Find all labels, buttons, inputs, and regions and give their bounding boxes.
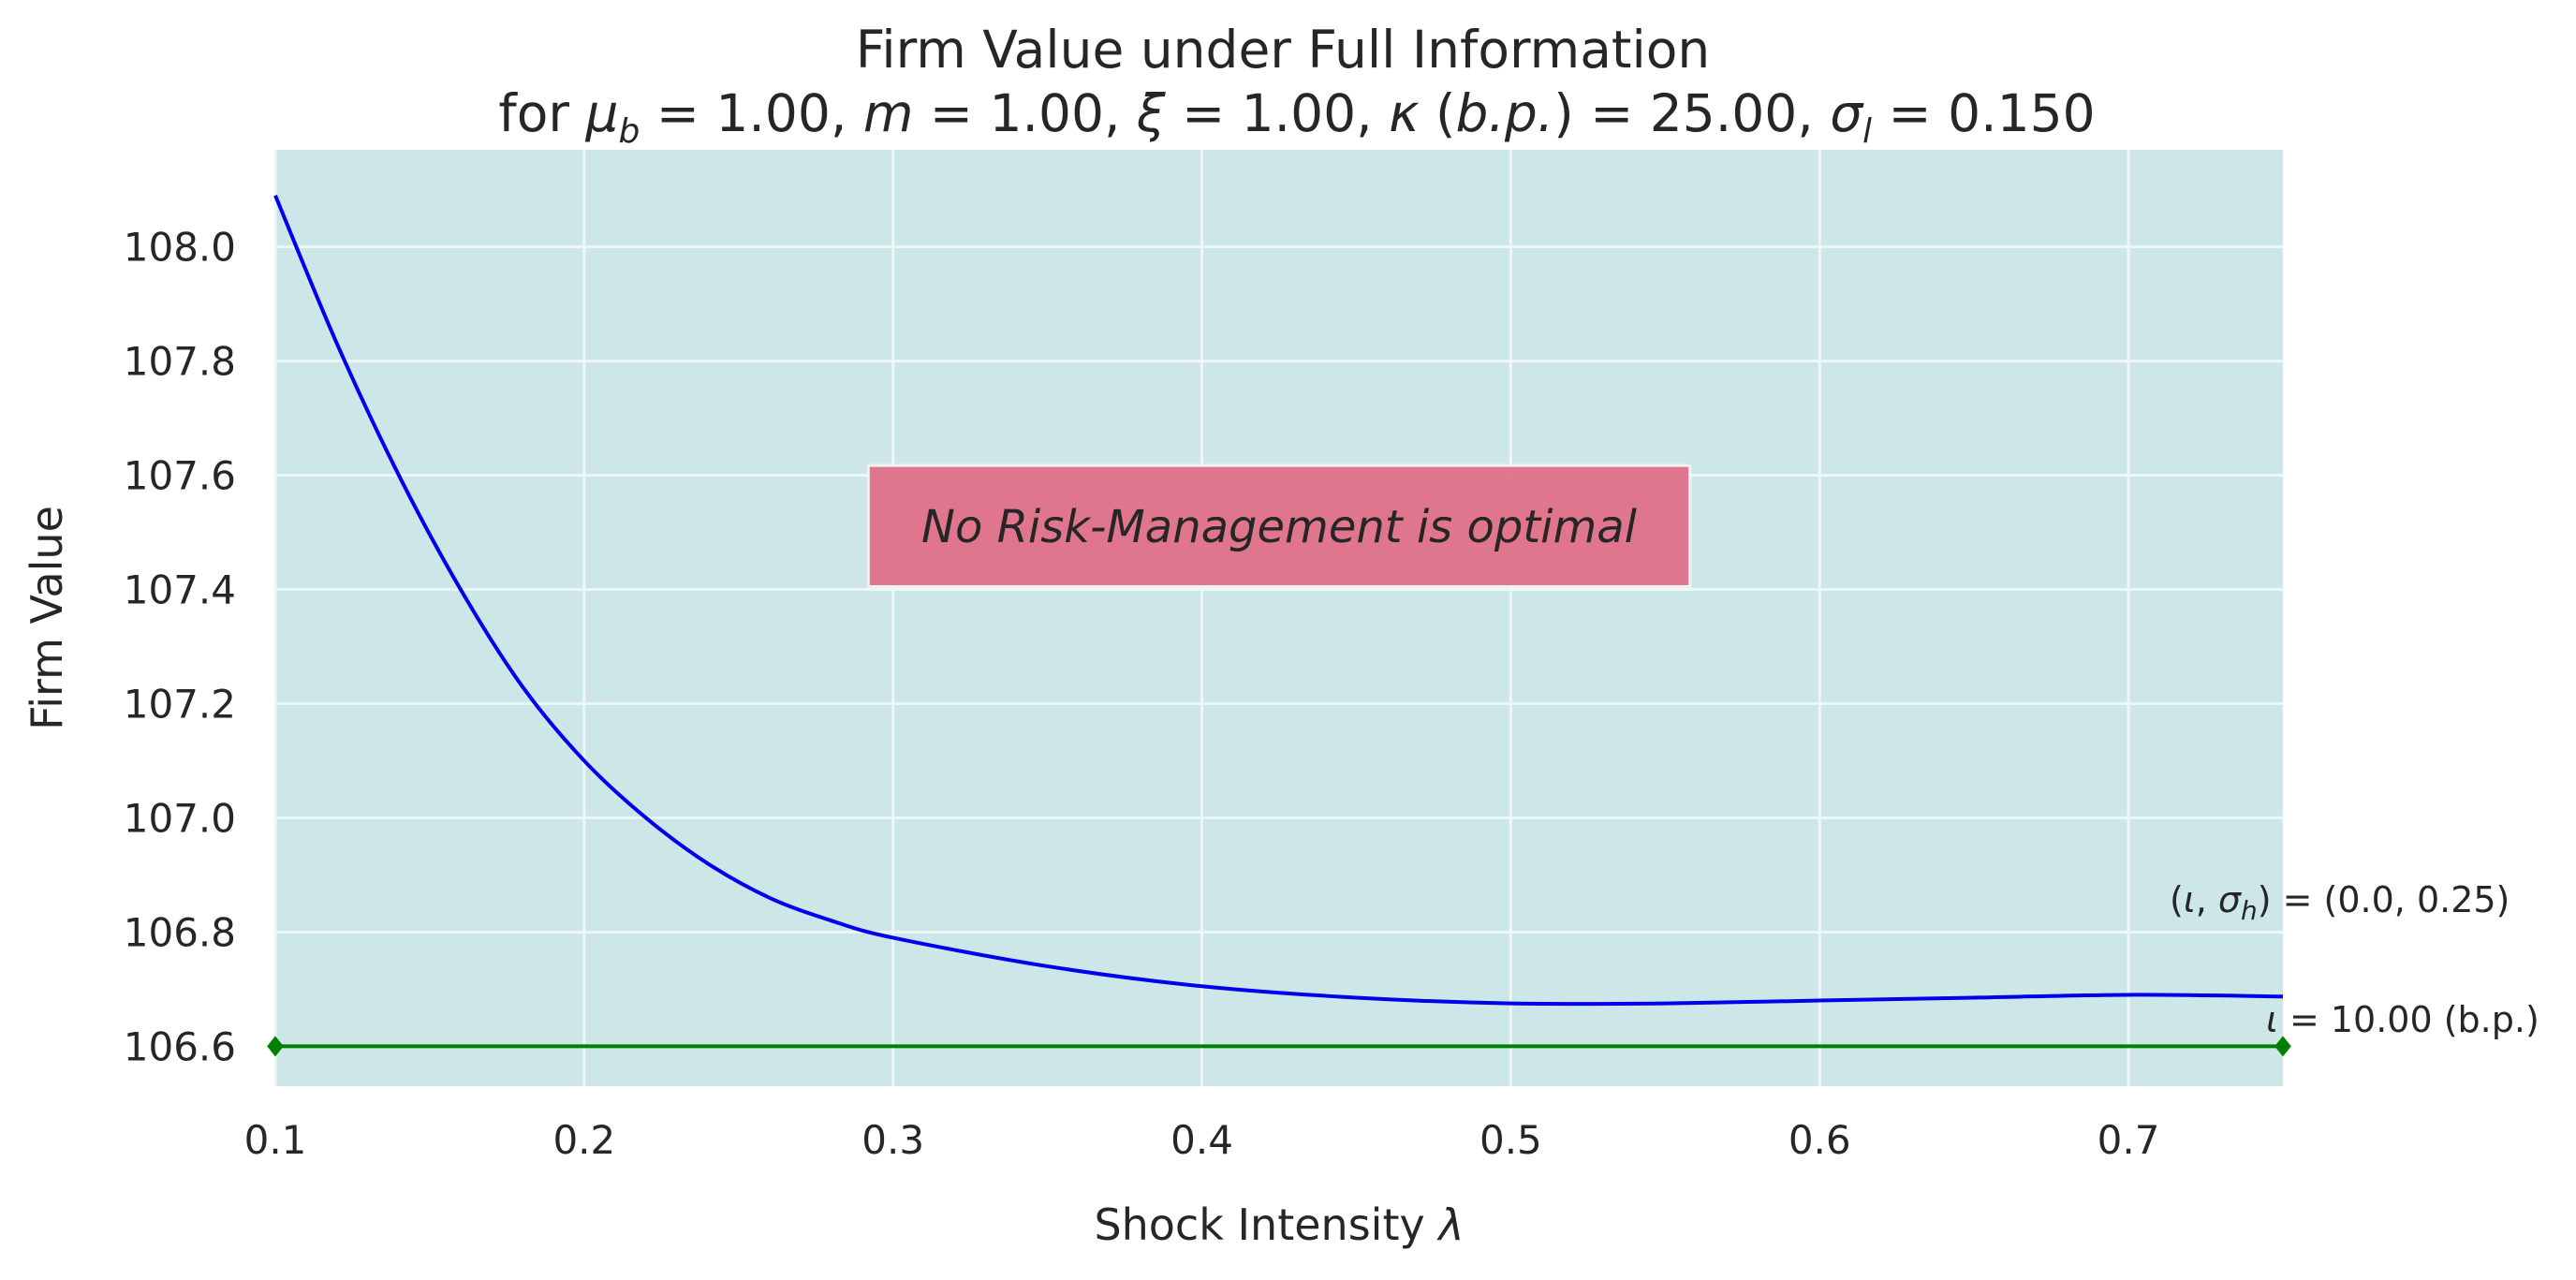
y-tick-labels: 106.6 106.8 107.0 107.2 107.4 107.6 107.8 108.0 [124, 225, 236, 1070]
x-tick-label: 0.5 [1479, 1117, 1542, 1163]
x-tick-label: 0.4 [1170, 1117, 1233, 1163]
x-tick-label: 0.2 [552, 1117, 615, 1163]
y-tick-label: 107.8 [124, 339, 236, 385]
y-tick-label: 107.6 [124, 453, 236, 499]
annotation-box: No Risk-Management is optimal [866, 463, 1692, 588]
y-axis-label: Firm Value [22, 506, 72, 730]
x-axis-label: Shock Intensity λ [1094, 1199, 1464, 1250]
y-tick-label: 106.6 [124, 1023, 236, 1069]
iota-marker [2274, 1036, 2291, 1057]
x-tick-label: 0.7 [2098, 1117, 2160, 1163]
x-tick-label: 0.6 [1788, 1117, 1851, 1163]
iota-marker [267, 1036, 284, 1057]
chart-title-line2: for μb = 1.00, m = 1.00, ξ = 1.00, κ (b.… [498, 83, 2095, 151]
x-tick-label: 0.1 [244, 1117, 307, 1163]
annotation-box-text: No Risk-Management is optimal [921, 501, 1638, 553]
y-tick-label: 107.0 [124, 795, 236, 841]
plot-area [275, 150, 2283, 1086]
annotation-iota-sigma: (ι, σh) = (0.0, 0.25) [2170, 879, 2510, 926]
x-tick-label: 0.3 [861, 1117, 924, 1163]
y-tick-label: 107.4 [124, 567, 236, 613]
firm-value-line [273, 195, 2284, 1007]
chart-title-line1: Firm Value under Full Information [856, 20, 1711, 80]
annotation-iota: ι = 10.00 (b.p.) [2266, 999, 2539, 1040]
annotation-box-rect [866, 463, 1692, 588]
y-tick-label: 108.0 [124, 225, 236, 271]
y-tick-label: 106.8 [124, 909, 236, 955]
series-group [267, 195, 2291, 1057]
x-tick-labels: 0.1 0.2 0.3 0.4 0.5 0.6 0.7 [244, 1117, 2160, 1163]
y-tick-label: 107.2 [124, 681, 236, 727]
